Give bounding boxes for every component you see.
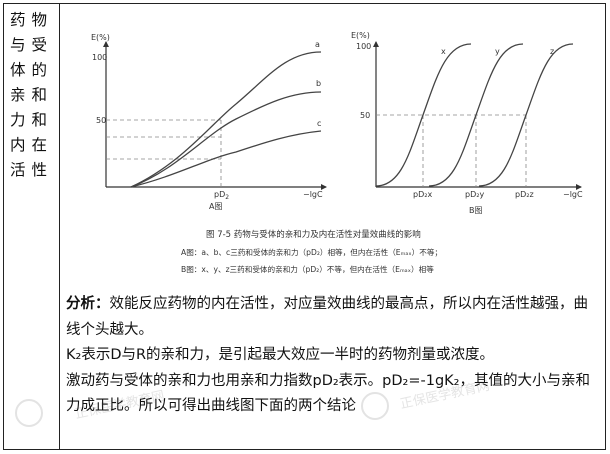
curve-b-label: b: [316, 79, 321, 88]
watermark-logo: [361, 392, 389, 420]
graph-a-y-tick-100: 100: [92, 53, 107, 62]
curve-b: [130, 91, 322, 188]
graph-a: E(%) 100 50 a b c pD2 −lgC A图: [91, 33, 327, 211]
curve-a-label: a: [315, 40, 320, 49]
graph-b-x-tick-pd2z: pD₂z: [515, 190, 534, 199]
curve-y-label: y: [495, 47, 500, 56]
graph-b: E(%) 100 50 x y z pD₂x pD₂y pD₂z −lgC B图: [351, 31, 583, 215]
graph-b-x-tick-lgc: −lgC: [563, 190, 583, 199]
graph-b-y-tick-50: 50: [360, 111, 370, 120]
row-label-cell: 药物与受体的亲和力和内在活性: [4, 4, 60, 449]
row-label: 药物与受体的亲和力和内在活性: [10, 11, 54, 179]
curve-x-label: x: [441, 47, 446, 56]
dose-effect-figure: E(%) 100 50 a b c pD2 −lgC A图 E(%) 100 5…: [91, 31, 583, 274]
curve-z-label: z: [550, 47, 554, 56]
analysis-heading: 分析：: [66, 296, 110, 312]
analysis-section: 分析：效能反应药物的内在活性，对应量效曲线的最高点，所以内在活性越强，曲线个头越…: [66, 292, 602, 420]
curve-a: [130, 51, 322, 188]
analysis-text-1: 效能反应药物的内在活性，对应量效曲线的最高点，所以内在活性越强，曲线个头越大。: [66, 296, 588, 338]
graph-b-x-tick-pd2y: pD₂y: [465, 190, 484, 199]
graph-a-x-tick-pd2: pD2: [214, 190, 229, 201]
analysis-paragraph-2: K₂表示D与R的亲和力，是引起最大效应一半时的药物剂量或浓度。: [66, 347, 495, 363]
analysis-paragraph-3: 激动药与受体的亲和力也用亲和力指数pD₂表示。pD₂=-1gK₂，其值的大小与亲…: [66, 372, 590, 415]
figure-note-a: A图：a、b、c三药和受体的亲和力（pD₂）相等，但内在活性（Eₘₐₓ）不等；: [181, 247, 442, 257]
watermark-logo: [15, 399, 43, 427]
curve-x: [375, 43, 472, 187]
curve-y: [428, 43, 524, 187]
analysis-paragraph-1: 分析：效能反应药物的内在活性，对应量效曲线的最高点，所以内在活性越强，曲线个头越…: [66, 292, 602, 343]
graph-b-x-tick-pd2x: pD₂x: [413, 190, 432, 199]
curve-z: [478, 43, 574, 187]
curve-c: [130, 130, 322, 188]
figure-note-b: B图：x、y、z三药和受体的亲和力（pD₂）不等，但内在活性（Eₘₐₓ）相等: [181, 264, 434, 274]
graph-b-y-tick-100: 100: [356, 42, 371, 51]
content-table: 药物与受体的亲和力和内在活性 E(%) 100 50 a b c pD2: [3, 3, 606, 450]
graph-a-y-tick-50: 50: [96, 116, 106, 125]
graph-b-y-axis-label: E(%): [351, 31, 370, 40]
graph-a-x-tick-lgc: −lgC: [303, 190, 323, 199]
graph-a-y-axis-label: E(%): [91, 33, 110, 42]
graph-b-caption: B图: [469, 206, 483, 215]
graph-a-caption: A图: [209, 202, 222, 211]
curve-c-label: c: [317, 119, 321, 128]
figure-title: 图 7-5 药物与受体的亲和力及内在活性对量效曲线的影响: [206, 229, 421, 240]
